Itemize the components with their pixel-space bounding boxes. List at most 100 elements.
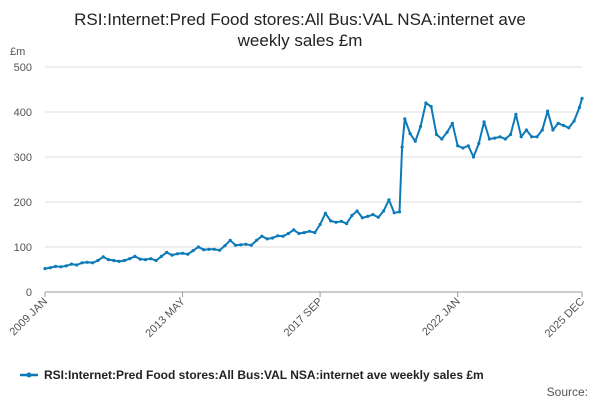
data-point[interactable] [551, 128, 555, 132]
data-point[interactable] [577, 105, 582, 110]
data-point[interactable] [249, 243, 253, 247]
data-point[interactable] [572, 119, 576, 123]
data-point[interactable] [556, 121, 560, 125]
data-point[interactable] [397, 210, 402, 214]
data-point[interactable] [392, 211, 396, 215]
data-point[interactable] [181, 251, 185, 255]
data-point[interactable] [255, 238, 259, 242]
data-point[interactable] [223, 244, 227, 248]
data-point[interactable] [212, 247, 216, 251]
data-point[interactable] [80, 261, 84, 265]
data-point[interactable] [133, 254, 137, 258]
data-point[interactable] [339, 219, 343, 223]
data-point[interactable] [561, 123, 566, 128]
data-point[interactable] [445, 130, 449, 134]
data-point[interactable] [143, 258, 148, 262]
data-point[interactable] [371, 213, 375, 217]
data-point[interactable] [387, 198, 391, 202]
data-point[interactable] [376, 215, 380, 219]
data-point[interactable] [239, 243, 243, 247]
data-point[interactable] [186, 252, 190, 256]
data-point[interactable] [403, 117, 407, 121]
data-point[interactable] [117, 259, 121, 263]
data-point[interactable] [91, 261, 95, 265]
data-point[interactable] [85, 260, 89, 264]
data-point[interactable] [355, 209, 359, 213]
data-point[interactable] [434, 132, 439, 137]
data-point[interactable] [218, 248, 222, 252]
data-point[interactable] [297, 231, 301, 236]
legend[interactable]: RSI:Internet:Pred Food stores:All Bus:VA… [20, 368, 484, 382]
data-point[interactable] [101, 255, 105, 259]
data-point[interactable] [175, 252, 179, 256]
data-point[interactable] [482, 120, 486, 124]
data-point[interactable] [461, 146, 465, 150]
data-point[interactable] [345, 222, 349, 226]
data-point[interactable] [43, 267, 47, 271]
data-point[interactable] [440, 137, 444, 141]
data-point[interactable] [580, 96, 584, 101]
data-point[interactable] [260, 234, 264, 238]
data-point[interactable] [281, 234, 285, 238]
data-point[interactable] [424, 101, 428, 105]
data-point[interactable] [276, 234, 280, 238]
data-point[interactable] [503, 137, 507, 141]
data-point[interactable] [202, 248, 206, 252]
data-point[interactable] [546, 109, 550, 113]
data-point[interactable] [350, 213, 354, 218]
data-point[interactable] [244, 242, 248, 246]
data-point[interactable] [96, 258, 100, 263]
data-point[interactable] [165, 250, 169, 254]
data-point[interactable] [413, 139, 417, 143]
data-point[interactable] [154, 258, 158, 263]
data-point[interactable] [540, 128, 544, 132]
data-point[interactable] [122, 258, 126, 263]
data-point[interactable] [112, 258, 116, 263]
data-point[interactable] [64, 264, 68, 268]
data-point[interactable] [228, 238, 232, 242]
data-point[interactable] [567, 126, 571, 130]
data-point[interactable] [307, 229, 312, 233]
data-point[interactable] [313, 231, 317, 235]
data-point[interactable] [429, 105, 433, 109]
data-point[interactable] [400, 145, 404, 149]
data-point[interactable] [334, 220, 338, 224]
data-point[interactable] [292, 228, 296, 232]
data-point[interactable] [318, 222, 322, 227]
data-point[interactable] [170, 253, 174, 257]
data-point[interactable] [509, 132, 513, 137]
data-point[interactable] [75, 263, 79, 267]
data-point[interactable] [59, 265, 63, 269]
data-point[interactable] [54, 264, 58, 268]
data-point[interactable] [487, 137, 491, 141]
data-point[interactable] [159, 254, 163, 258]
data-point[interactable] [535, 135, 539, 139]
data-point[interactable] [69, 262, 74, 266]
data-point[interactable] [524, 128, 529, 132]
data-point[interactable] [360, 216, 364, 220]
data-point[interactable] [323, 211, 327, 215]
data-point[interactable] [530, 135, 534, 139]
data-point[interactable] [128, 257, 132, 261]
data-point[interactable] [477, 141, 481, 146]
data-point[interactable] [493, 136, 497, 140]
data-point[interactable] [191, 249, 195, 253]
data-point[interactable] [302, 231, 306, 235]
data-point[interactable] [207, 247, 211, 251]
data-point[interactable] [514, 112, 518, 116]
data-point[interactable] [138, 257, 142, 261]
data-point[interactable] [419, 124, 423, 128]
data-point[interactable] [519, 135, 523, 139]
data-point[interactable] [456, 144, 460, 148]
data-point[interactable] [286, 231, 290, 236]
data-point[interactable] [233, 243, 238, 247]
data-point[interactable] [106, 258, 111, 262]
data-point[interactable] [270, 236, 275, 240]
data-point[interactable] [149, 257, 153, 261]
data-point[interactable] [48, 266, 52, 270]
data-point[interactable] [466, 144, 470, 148]
data-point[interactable] [471, 155, 476, 159]
data-point[interactable] [366, 214, 370, 218]
data-point[interactable] [382, 209, 386, 213]
data-point[interactable] [408, 132, 412, 136]
